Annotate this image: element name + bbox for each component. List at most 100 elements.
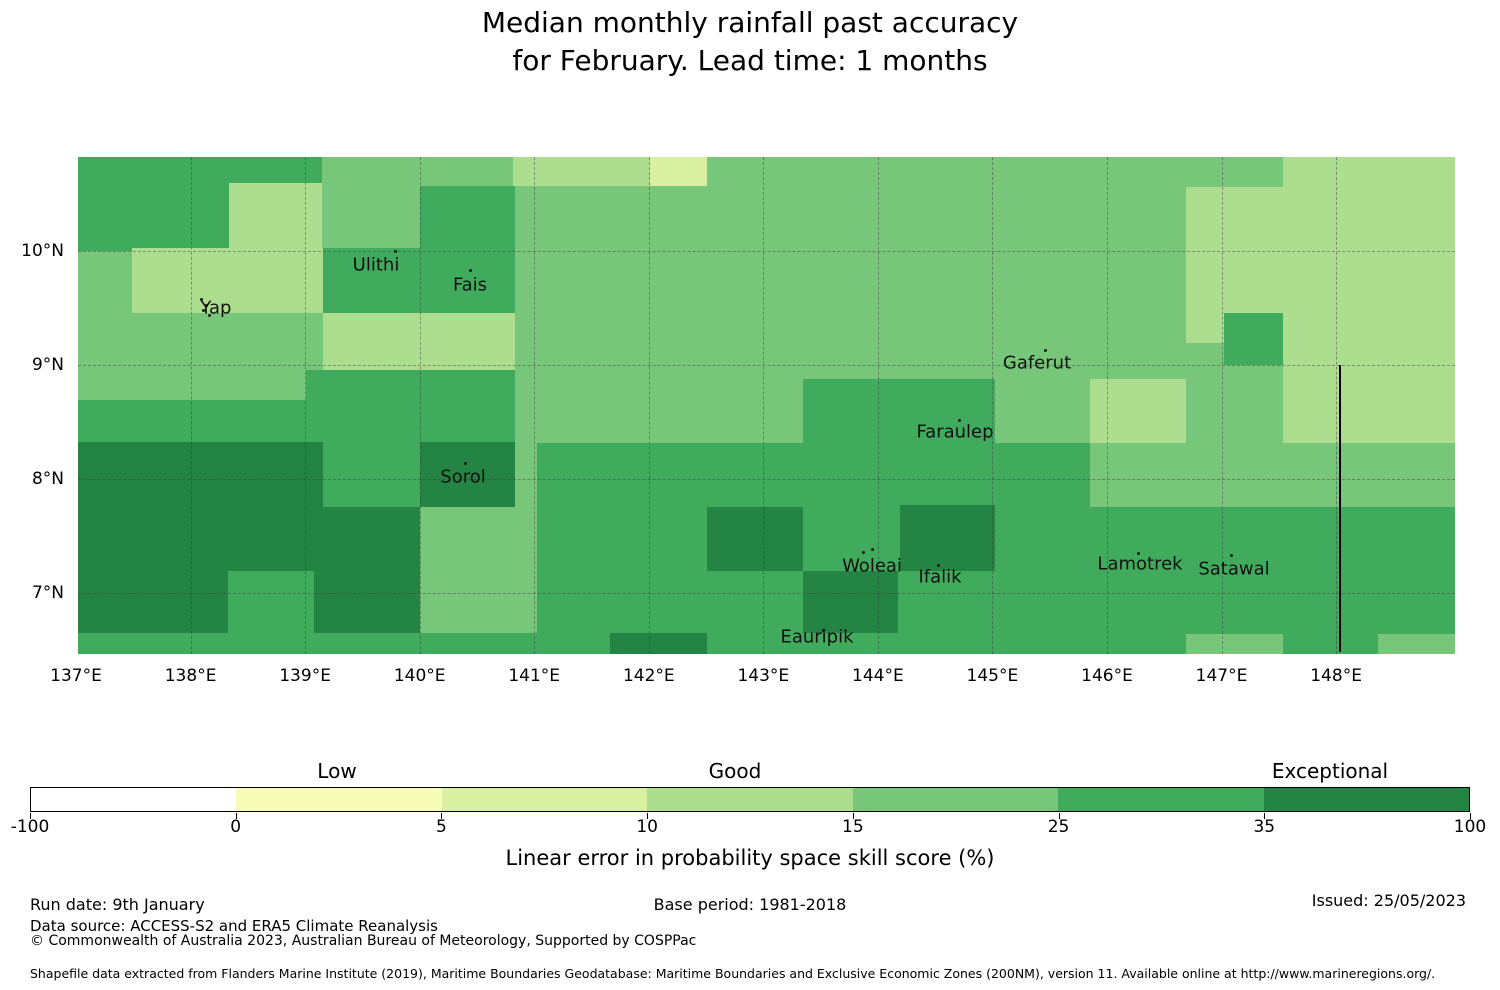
- place-label-sorol: Sorol: [440, 466, 486, 488]
- longitude-gridline: [1107, 157, 1108, 654]
- x-tick-label: 144°E: [852, 666, 904, 686]
- x-tick-label: 148°E: [1310, 666, 1362, 686]
- colorbar-tick: [235, 813, 237, 819]
- longitude-gridline: [419, 157, 421, 654]
- longitude-gridline: [190, 157, 192, 654]
- colorbar-tick: [852, 813, 854, 819]
- colorbar-segment-4: [852, 788, 1059, 811]
- map-cell: [78, 400, 515, 443]
- island-dot: [862, 551, 865, 554]
- colorbar-tick-label: 25: [1047, 817, 1070, 837]
- map-cell: [803, 571, 898, 633]
- skill-map: Yap Ulithi Fais Sorol Gaferut Faraulep Woleai I…: [78, 157, 1455, 654]
- colorbar-tick: [30, 813, 31, 819]
- island-dot: [1137, 552, 1140, 555]
- map-cell: [803, 379, 995, 443]
- map-cell: [229, 183, 322, 251]
- colorbar-caption: Linear error in probability space skill …: [505, 846, 995, 870]
- colorbar-tick-label: 5: [436, 817, 447, 837]
- longitude-gridline: [305, 157, 307, 654]
- colorbar-segment-3: [647, 788, 853, 811]
- island-dot: [464, 462, 467, 465]
- place-label-satawal: Satawal: [1198, 558, 1270, 580]
- latitude-gridline: [78, 364, 1455, 366]
- y-tick-label: 8°N: [31, 469, 64, 490]
- map-cell: [1224, 313, 1283, 365]
- x-tick-label: 142°E: [622, 666, 675, 686]
- x-tick-label: 138°E: [164, 666, 217, 686]
- longitude-gridline: [1221, 157, 1223, 654]
- base-period-text: Base period: 1981-2018: [653, 895, 847, 914]
- colorbar: [30, 787, 1470, 812]
- colorbar-tick-label: 15: [842, 817, 864, 837]
- island-dot: [205, 304, 208, 307]
- y-tick-label: 9°N: [31, 354, 64, 375]
- map-cell: [78, 507, 420, 571]
- map-cell: [1090, 443, 1455, 507]
- map-cell: [78, 442, 323, 507]
- island-dot: [822, 629, 825, 632]
- map-cell: [306, 370, 515, 400]
- latitude-gridline: [78, 250, 1455, 252]
- map-cell: [650, 157, 707, 186]
- colorbar-tick-label: 35: [1253, 817, 1276, 837]
- map-cell: [314, 571, 420, 633]
- place-label-faraulep: Faraulep: [916, 421, 994, 443]
- map-cell: [78, 571, 228, 633]
- place-label-yap: Yap: [200, 297, 232, 319]
- colorbar-tick: [441, 813, 443, 819]
- longitude-gridline: [992, 157, 994, 654]
- colorbar-tick: [1264, 813, 1266, 819]
- colorbar-tick-label: 0: [230, 817, 242, 837]
- chart-title-line2: for February. Lead time: 1 months: [512, 44, 988, 77]
- map-cell: [132, 248, 323, 313]
- place-label-lamotrek: Lamotrek: [1097, 553, 1183, 575]
- issued-text: Issued: 25/05/2023: [1311, 891, 1466, 910]
- colorbar-segment-2: [441, 788, 648, 811]
- colorbar-tick: [1058, 813, 1060, 819]
- y-tick-label: 10°N: [21, 240, 64, 261]
- x-tick-label: 147°E: [1195, 666, 1248, 686]
- x-tick-label: 141°E: [508, 666, 561, 686]
- map-cell: [420, 507, 537, 633]
- place-label-ulithi: Ulithi: [352, 254, 400, 276]
- map-cell: [1186, 634, 1283, 654]
- map-cell: [515, 442, 537, 507]
- place-label-ifalik: Ifalik: [918, 566, 962, 588]
- island-dot: [208, 314, 211, 317]
- colorbar-tick: [647, 813, 649, 819]
- island-dot: [394, 250, 397, 253]
- place-label-fais: Fais: [452, 274, 488, 296]
- colorbar-tick-label: -100: [10, 817, 50, 837]
- map-cell: [1090, 379, 1186, 443]
- colorbar-segment-5: [1058, 788, 1264, 811]
- map-cell: [420, 442, 515, 507]
- colorbar-tick-label: 10: [636, 817, 658, 837]
- map-cell: [1378, 634, 1455, 654]
- colorbar-segment-6: [1263, 788, 1469, 811]
- place-label-eauripik: Eauripik: [780, 626, 854, 648]
- map-cell: [610, 633, 707, 654]
- island-dot: [958, 419, 961, 422]
- map-cell: [323, 313, 515, 378]
- chart-title: Median monthly rainfall past accuracy fo…: [0, 4, 1500, 80]
- eez-boundary-line: [1339, 365, 1341, 652]
- map-cell: [513, 157, 650, 186]
- data-source-text: Data source: ACCESS-S2 and ERA5 Climate …: [30, 917, 438, 935]
- colorbar-segment-0: [31, 788, 237, 811]
- x-tick-label: 146°E: [1081, 666, 1133, 686]
- latitude-gridline: [78, 479, 1455, 481]
- island-dot: [1044, 349, 1047, 352]
- island-dot: [871, 548, 874, 551]
- colorbar-tick-label: 100: [1453, 817, 1487, 837]
- place-label-woleai: Woleai: [842, 555, 902, 577]
- x-tick-label: 143°E: [737, 666, 790, 686]
- map-cell: [1283, 157, 1455, 443]
- copyright-text: © Commonwealth of Australia 2023, Austra…: [30, 933, 697, 949]
- place-label-gaferut: Gaferut: [1002, 352, 1072, 374]
- map-cell: [900, 505, 995, 571]
- shapefile-attribution-text: Shapefile data extracted from Flanders M…: [30, 966, 1436, 981]
- longitude-gridline: [1336, 157, 1338, 654]
- island-dot: [469, 269, 472, 272]
- y-tick-label: 7°N: [31, 583, 64, 604]
